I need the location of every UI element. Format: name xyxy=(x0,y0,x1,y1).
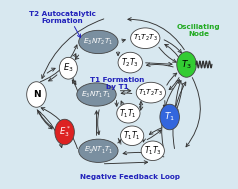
Text: T1 Formation
by T1: T1 Formation by T1 xyxy=(90,77,144,90)
Ellipse shape xyxy=(141,141,164,160)
Text: $T_1T_2T_3$: $T_1T_2T_3$ xyxy=(139,88,163,98)
Text: $E_3'NT_1T_1$: $E_3'NT_1T_1$ xyxy=(84,145,113,157)
Ellipse shape xyxy=(117,104,140,123)
Text: $T_3$: $T_3$ xyxy=(181,58,192,71)
Ellipse shape xyxy=(120,126,144,146)
Text: Oscillating
Node: Oscillating Node xyxy=(177,24,221,37)
Text: Negative Feedback Loop: Negative Feedback Loop xyxy=(80,174,180,180)
Ellipse shape xyxy=(118,52,143,73)
Ellipse shape xyxy=(79,30,118,54)
Ellipse shape xyxy=(160,104,179,130)
Ellipse shape xyxy=(27,82,46,107)
Text: N: N xyxy=(33,90,40,99)
Text: $T_1T_1$: $T_1T_1$ xyxy=(119,107,137,119)
Ellipse shape xyxy=(77,83,116,106)
Text: $T_2T_3$: $T_2T_3$ xyxy=(121,56,139,69)
Text: $E_3NT_2T_1$: $E_3NT_2T_1$ xyxy=(83,37,114,47)
Text: T2 Autocatalytic
Formation: T2 Autocatalytic Formation xyxy=(29,11,96,24)
Text: $E_3^*$: $E_3^*$ xyxy=(59,125,70,139)
Ellipse shape xyxy=(59,57,77,79)
Ellipse shape xyxy=(55,119,74,145)
Text: $E_3$: $E_3$ xyxy=(63,62,74,74)
Text: $T_1T_2T_3$: $T_1T_2T_3$ xyxy=(133,33,158,43)
Text: $T_1$: $T_1$ xyxy=(164,111,175,123)
Text: $T_1T_1$: $T_1T_1$ xyxy=(123,129,141,142)
Ellipse shape xyxy=(131,28,160,49)
Ellipse shape xyxy=(79,139,118,162)
Ellipse shape xyxy=(177,52,196,77)
Text: $T_1T_3$: $T_1T_3$ xyxy=(144,145,162,157)
Text: $E_3NT_1T_1$: $E_3NT_1T_1$ xyxy=(81,89,112,100)
Ellipse shape xyxy=(136,82,165,103)
